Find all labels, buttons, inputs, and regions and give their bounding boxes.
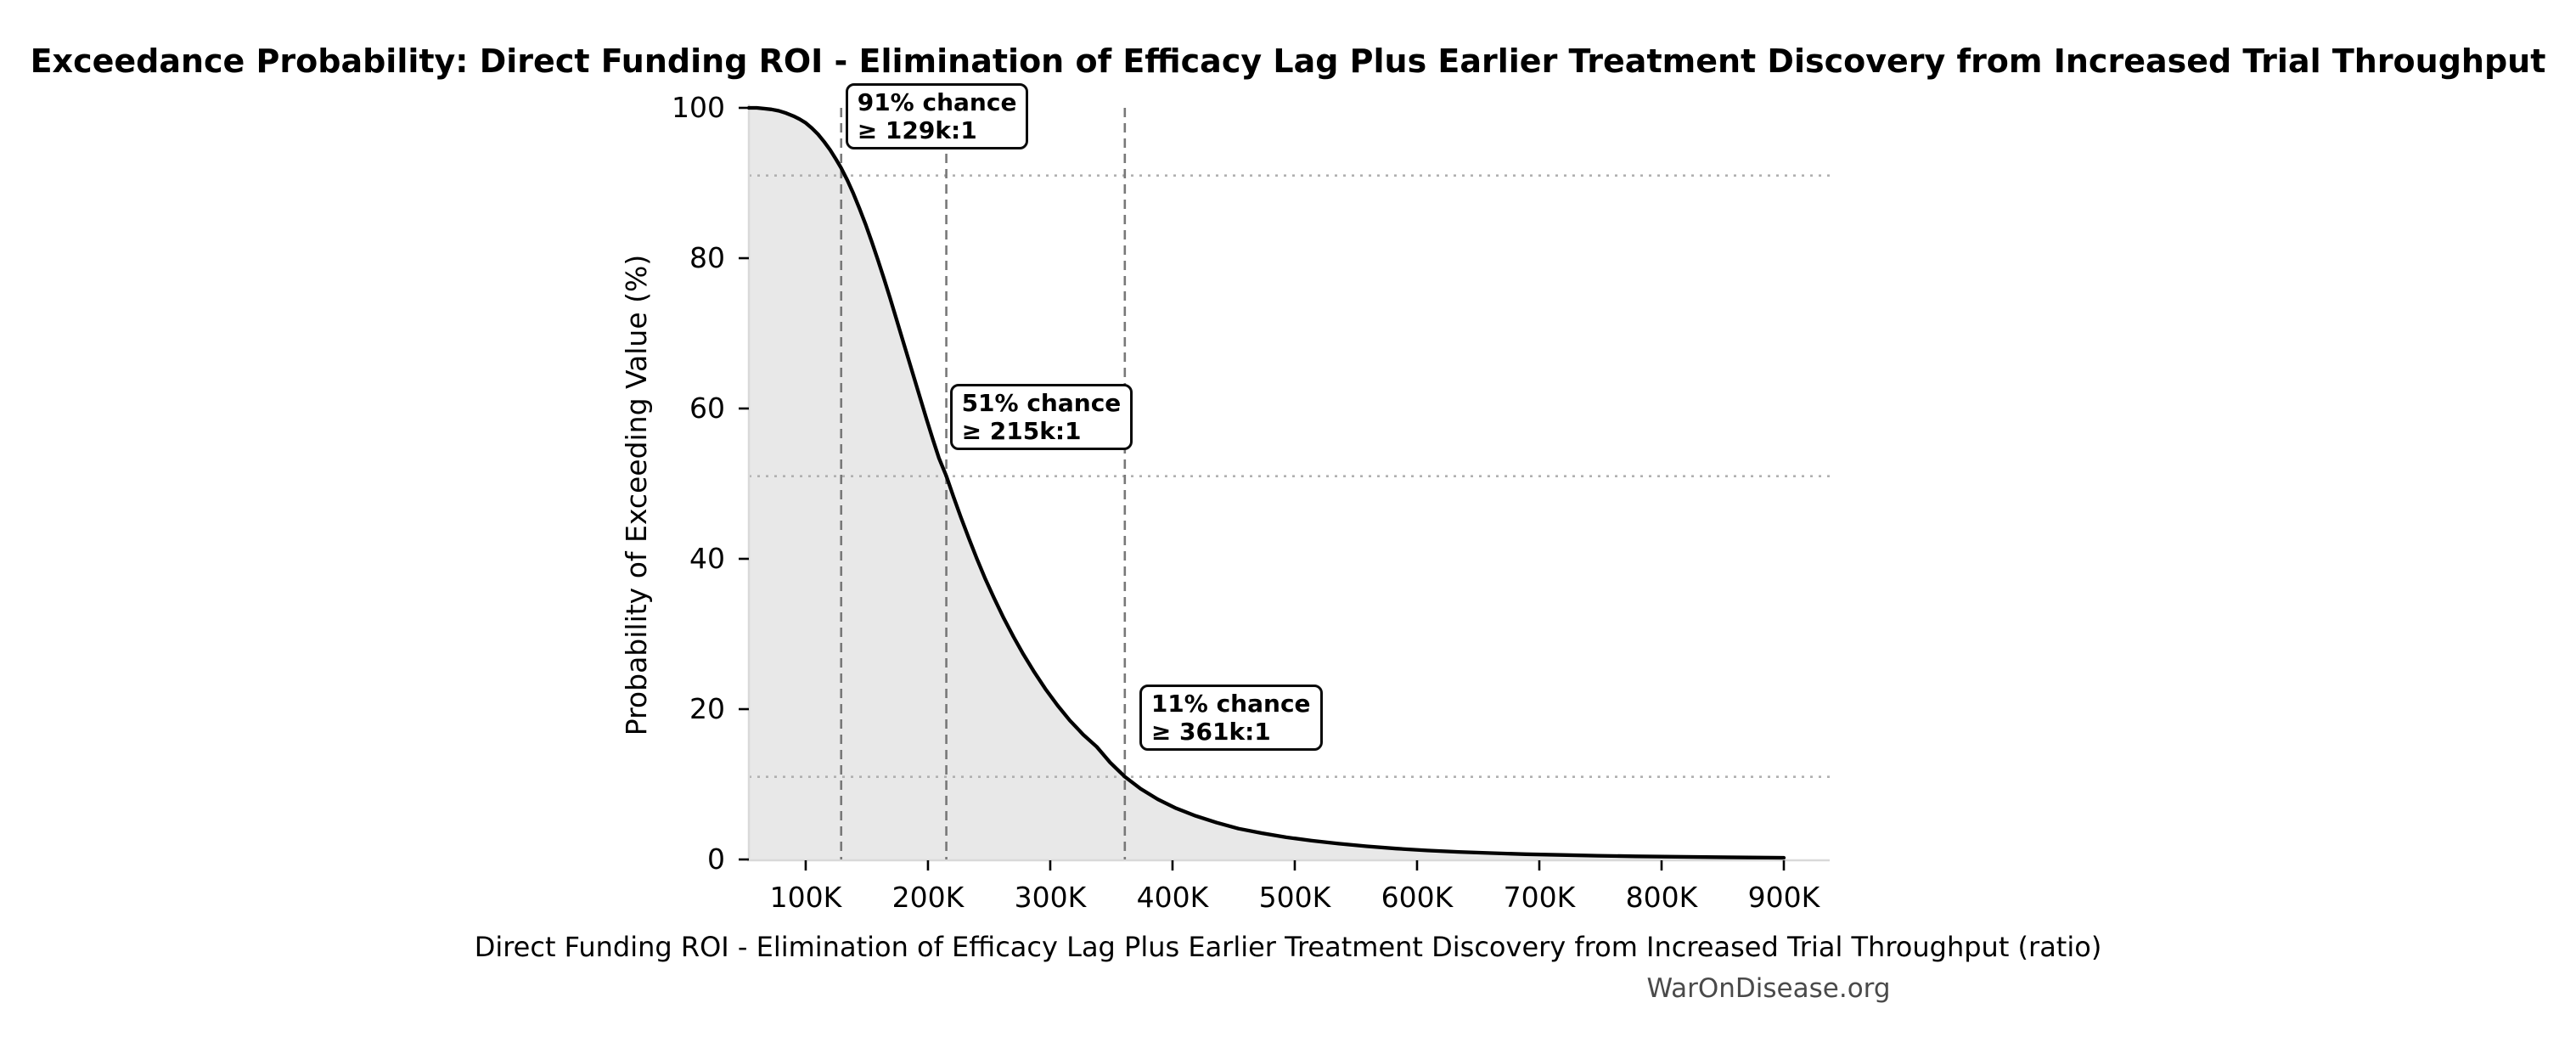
x-tick-label: 600K bbox=[1381, 881, 1454, 914]
annotation-threshold-text: ≥ 215k:1 bbox=[961, 416, 1082, 445]
x-tick-label: 700K bbox=[1504, 881, 1577, 914]
exceedance-curve bbox=[746, 105, 1786, 860]
chart-title: Exceedance Probability: Direct Funding R… bbox=[30, 42, 2546, 80]
x-tick-label: 200K bbox=[892, 881, 965, 914]
y-tick-label: 20 bbox=[689, 692, 725, 725]
annotation-box: 91% chance ≥ 129k:1 bbox=[845, 82, 1029, 149]
y-tick-label: 0 bbox=[707, 842, 725, 876]
annotation-threshold-text: ≥ 129k:1 bbox=[857, 116, 977, 144]
annotation-chance-text: 11% chance bbox=[1150, 689, 1311, 718]
annotation-chance-text: 51% chance bbox=[961, 388, 1122, 417]
x-tick-label: 100K bbox=[770, 881, 843, 914]
x-axis-label: Direct Funding ROI - Elimination of Effi… bbox=[474, 931, 2102, 963]
x-tick-label: 900K bbox=[1748, 881, 1821, 914]
curve-area-fill bbox=[749, 108, 1784, 859]
watermark-text: WarOnDisease.org bbox=[1646, 973, 1891, 1004]
y-tick-label: 80 bbox=[689, 241, 725, 274]
annotation-chance-text: 91% chance bbox=[857, 87, 1017, 116]
x-tick-label: 300K bbox=[1015, 881, 1088, 914]
annotation-box: 51% chance ≥ 215k:1 bbox=[949, 383, 1133, 450]
x-tick-label: 800K bbox=[1626, 881, 1699, 914]
y-axis-label: Probability of Exceeding Value (%) bbox=[620, 254, 653, 736]
x-tick-label: 500K bbox=[1259, 881, 1332, 914]
annotation-box: 11% chance ≥ 361k:1 bbox=[1139, 684, 1323, 751]
y-tick-label: 40 bbox=[689, 542, 725, 575]
annotation-threshold-text: ≥ 361k:1 bbox=[1150, 717, 1271, 746]
y-tick-label: 100 bbox=[672, 91, 725, 124]
x-tick-label: 400K bbox=[1137, 881, 1210, 914]
y-tick-label: 60 bbox=[689, 392, 725, 425]
